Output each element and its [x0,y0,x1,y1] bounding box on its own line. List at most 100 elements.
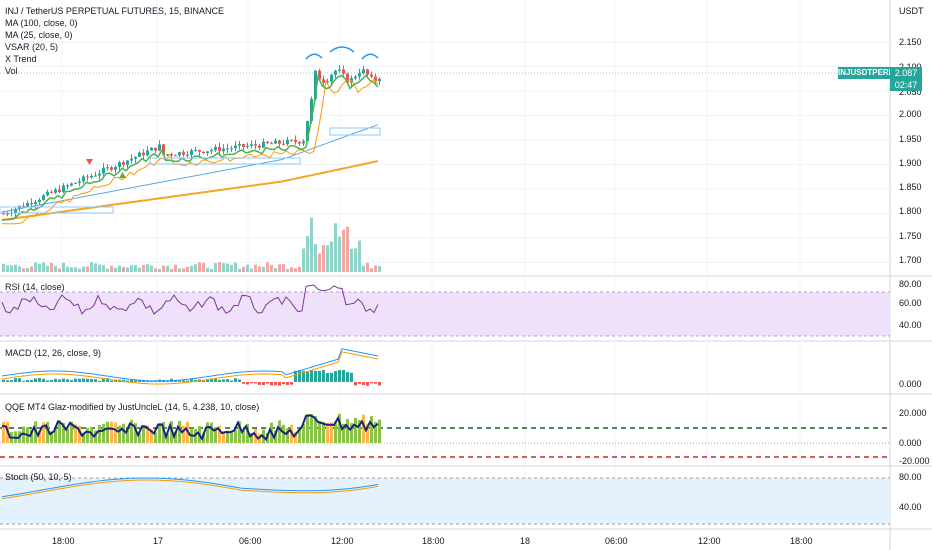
macd-label[interactable]: MACD (12, 26, close, 9) [5,348,102,358]
macd-histogram-bar [322,370,325,382]
qqe-bar [370,416,373,443]
qqe-bar [206,422,209,443]
stoch-d-line [1,479,379,500]
volume-bar [154,268,157,272]
qqe-bar [66,428,69,443]
volume-bar [254,264,257,272]
volume-bar [306,236,309,272]
macd-histogram-bar [146,380,149,382]
candle-body [282,143,285,145]
sell-marker [86,159,93,165]
candle-body [262,141,265,148]
macd-histogram-bar [254,382,257,384]
volume-bar [34,262,37,272]
last-price-badge: 2.087 [890,67,922,79]
macd-histogram-bar [14,378,17,382]
candle-body [78,181,81,183]
macd-histogram-bar [90,378,93,382]
volume-bar [238,268,241,272]
macd-histogram-bar [362,382,365,385]
macd-histogram-bar [30,380,33,382]
stoch-label[interactable]: Stoch (50, 10, 5) [5,472,72,482]
macd-histogram-bar [278,382,281,386]
volume-bar [270,264,273,272]
macd-histogram-bar [42,378,45,382]
volume-bar [10,265,13,272]
volume-bar [314,244,317,272]
qqe-bar [94,430,97,443]
macd-histogram-bar [354,382,357,386]
candle-body [154,147,157,151]
macd-histogram-bar [282,382,285,385]
macd-histogram-bar [38,378,41,382]
indicator-vsar-label[interactable]: VSAR (20, 5) [5,42,59,52]
macd-histogram-bar [130,379,133,382]
macd-histogram-bar [6,380,9,382]
indicator-ma100-label[interactable]: MA (100, close, 0) [5,18,78,28]
qqe-bar [222,431,225,443]
candle-body [106,167,109,169]
macd-histogram-bar [298,370,301,382]
volume-bar [322,245,325,272]
macd-histogram-bar [318,370,321,382]
qqe-bar [226,430,229,443]
candle-body [138,152,141,157]
stoch-band [0,478,890,524]
volume-bar [62,262,65,272]
volume-bar [278,264,281,272]
qqe-bar [110,421,113,443]
candle-body [310,98,313,121]
qqe-bar [282,424,285,443]
macd-histogram-bar [78,378,81,382]
macd-histogram-bar [270,382,273,386]
volume-bar [230,265,233,272]
time-tick: 18 [520,536,531,546]
rsi-label[interactable]: RSI (14, close) [5,282,65,292]
candle-body [146,150,149,156]
stoch-k-line [1,477,379,498]
volume-bar [354,248,357,272]
qqe-bar [194,428,197,443]
volume-bar [74,267,77,272]
macd-histogram-bar [50,379,53,382]
time-tick: 12:00 [331,536,354,546]
candle-body [238,144,241,146]
price-tick: 1.800 [899,206,922,216]
volume-bar [290,267,293,272]
macd-histogram-bar [34,378,37,382]
qqe-label[interactable]: QQE MT4 Glaz-modified by JustUncleL (14,… [5,402,260,412]
macd-histogram-bar [330,372,333,382]
indicator-ma25-label[interactable]: MA (25, close, 0) [5,30,73,40]
macd-histogram-bar [250,382,253,384]
volume-bar [142,264,145,272]
trend-line-green [2,73,379,221]
indicator-vol-label[interactable]: Vol [5,66,18,76]
candle-body [158,144,161,151]
volume-bar [258,266,261,272]
candle-body [338,69,341,71]
macd-histogram-bar [370,382,373,384]
qqe-bar [122,423,125,443]
candle-body [278,140,281,144]
volume-bar [54,265,57,272]
volume-bar [166,265,169,272]
qqe-bar [318,420,321,443]
volume-bar [114,267,117,272]
candle-body [226,148,229,150]
macd-histogram-bar [346,372,349,382]
macd-histogram-bar [338,370,341,382]
volume-bar [18,266,21,272]
qqe-bar [338,413,341,443]
indicator-xtrend-label[interactable]: X Trend [5,54,37,64]
macd-histogram-bar [134,380,137,382]
candle-body [54,189,57,193]
macd-tick: 0.000 [899,379,922,389]
macd-histogram-bar [238,379,241,382]
volume-bar [330,241,333,272]
qqe-bar [362,414,365,443]
macd-histogram-bar [226,379,229,382]
macd-histogram-bar [82,378,85,382]
volume-bar [326,245,329,272]
